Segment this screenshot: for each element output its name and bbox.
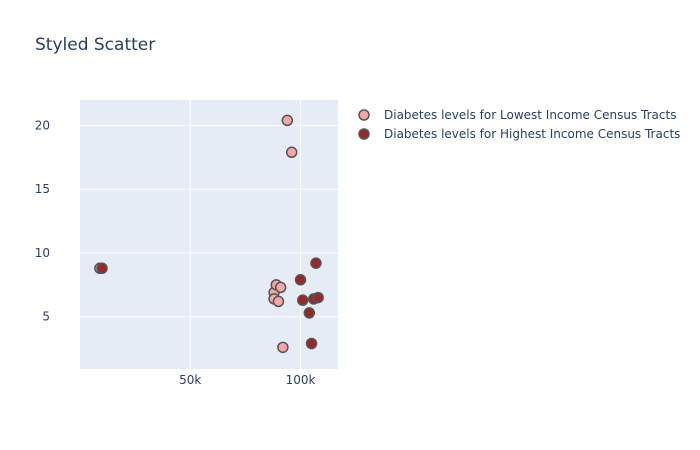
highest-income-point[interactable] xyxy=(305,337,318,350)
highest-income-point[interactable] xyxy=(96,262,108,275)
y-tick-label: 15 xyxy=(35,182,50,196)
lowest-income-point[interactable] xyxy=(272,295,285,308)
legend-label: Diabetes levels for Highest Income Censu… xyxy=(384,127,680,141)
lowest-income-point[interactable] xyxy=(281,114,294,127)
data-points[interactable] xyxy=(94,114,324,354)
grid xyxy=(80,100,338,369)
legend-item-1[interactable]: Diabetes levels for Highest Income Censu… xyxy=(358,127,680,141)
x-tick-label: 100k xyxy=(286,373,316,387)
legend-marker xyxy=(358,109,370,121)
legend-marker xyxy=(358,128,370,140)
chart-title: Styled Scatter xyxy=(35,35,155,55)
lowest-income-point[interactable] xyxy=(285,146,298,159)
highest-income-point[interactable] xyxy=(310,257,322,269)
plot-area xyxy=(80,100,338,369)
legend-item-0[interactable]: Diabetes levels for Lowest Income Census… xyxy=(358,108,676,122)
x-tick-label: 50k xyxy=(179,373,201,387)
lowest-income-point[interactable] xyxy=(274,281,287,294)
legend[interactable]: Diabetes levels for Lowest Income Census… xyxy=(358,108,680,141)
y-tick-label: 10 xyxy=(35,246,50,260)
highest-income-point[interactable] xyxy=(294,274,307,286)
highest-income-point[interactable] xyxy=(303,307,316,319)
y-tick-label: 5 xyxy=(42,310,50,324)
lowest-income-point[interactable] xyxy=(277,341,289,354)
legend-label: Diabetes levels for Lowest Income Census… xyxy=(384,108,676,122)
highest-income-point[interactable] xyxy=(296,294,309,306)
y-tick-label: 20 xyxy=(35,118,50,132)
highest-income-point[interactable] xyxy=(312,291,324,304)
axis-ticks: 50k 100k 5 10 15 20 xyxy=(35,118,316,387)
